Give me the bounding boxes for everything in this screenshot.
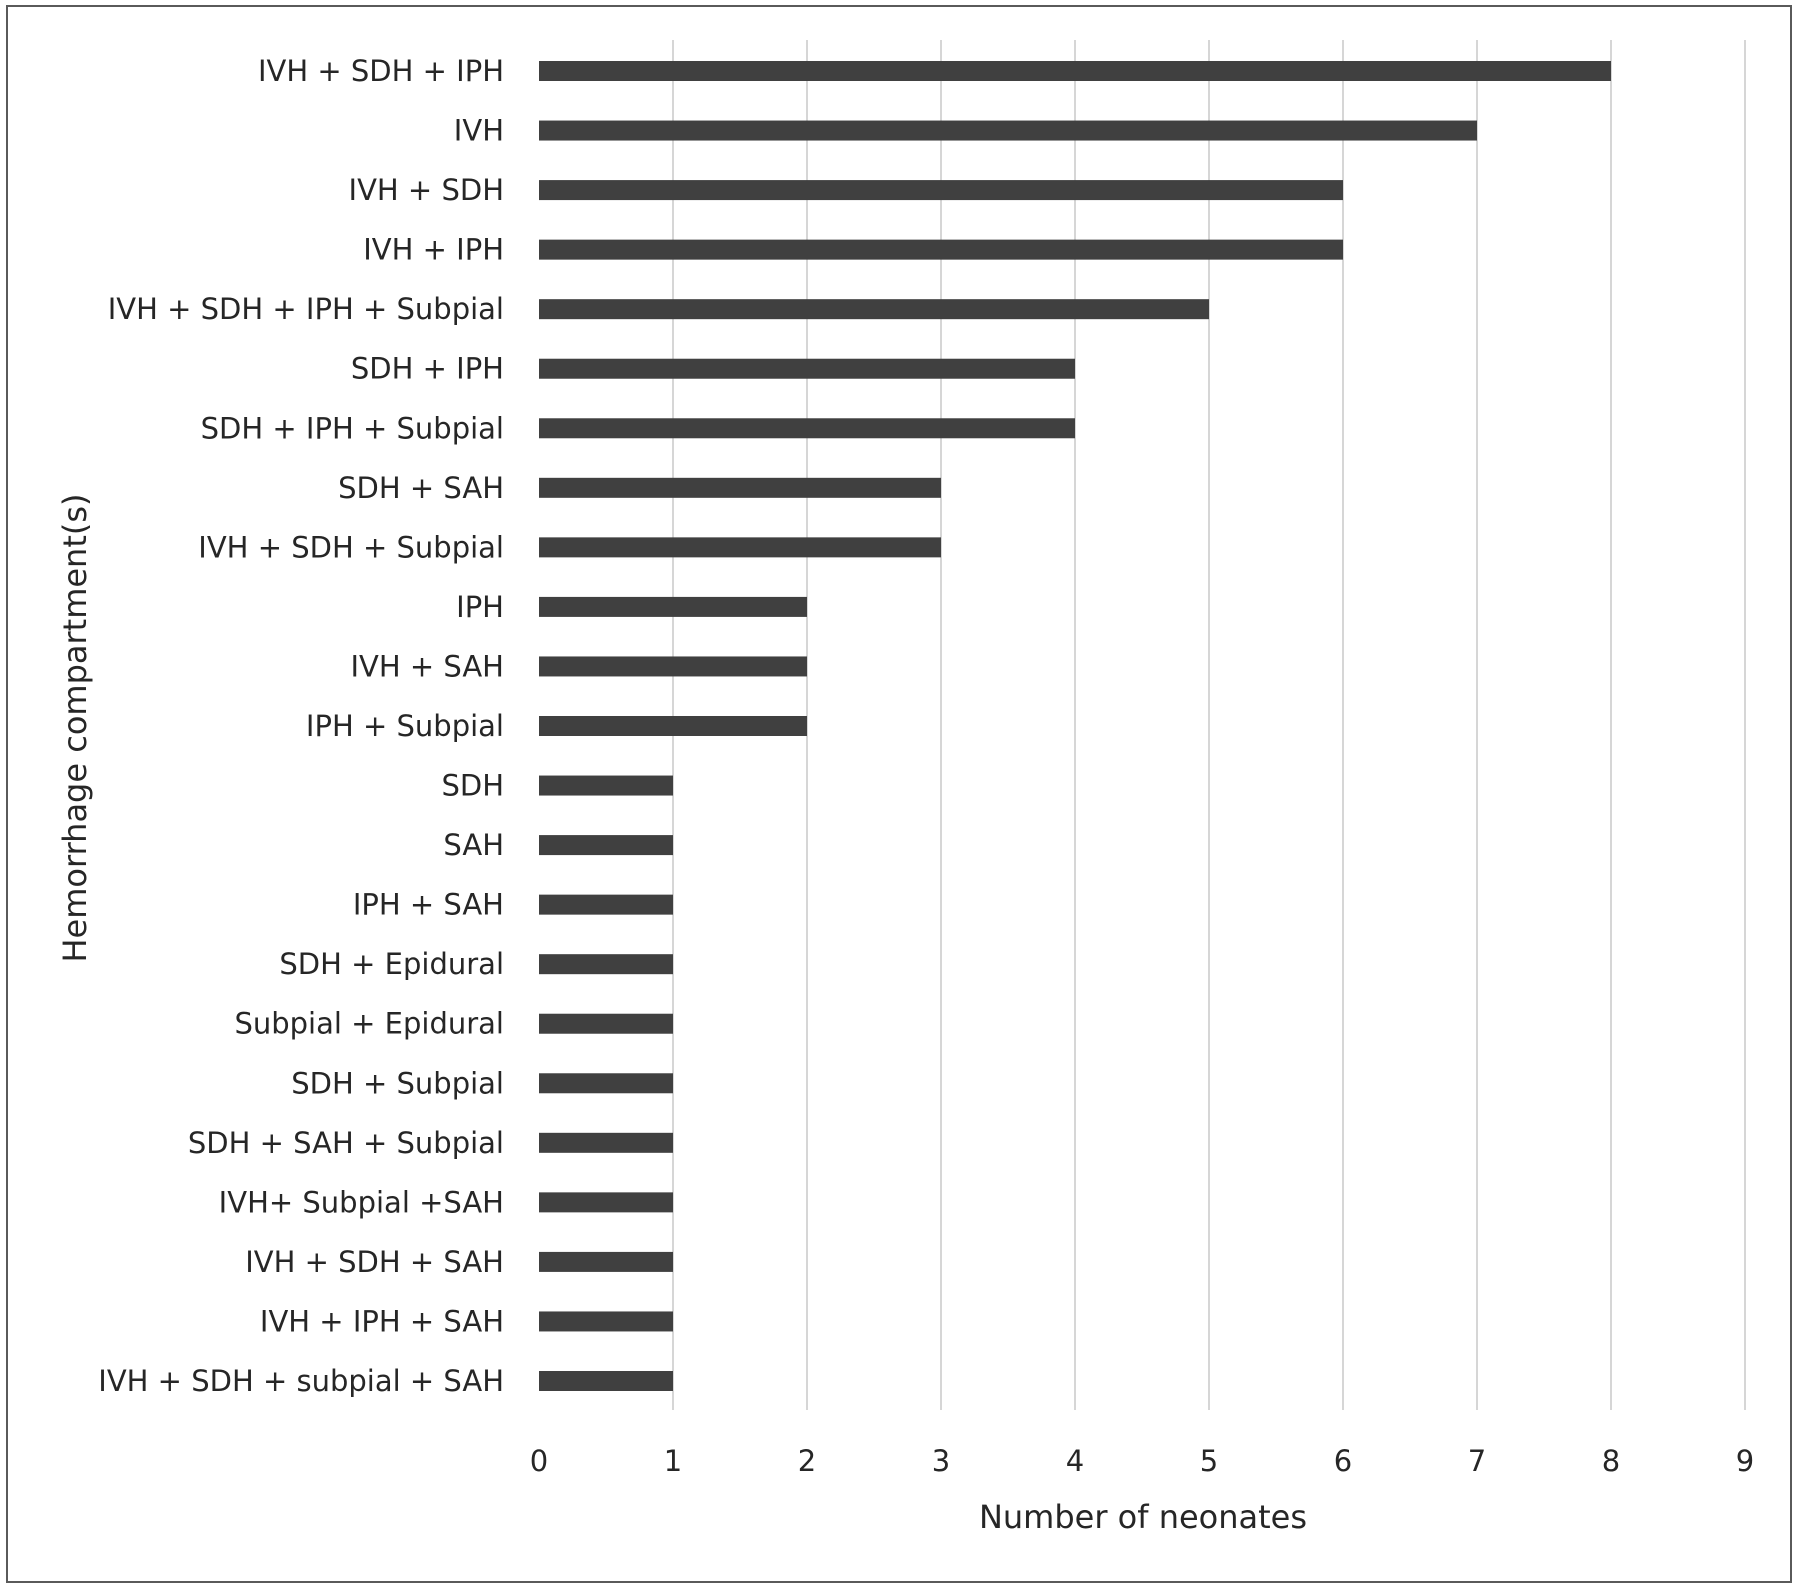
category-label: IVH — [454, 114, 504, 148]
category-label: IVH + SDH + Subpial — [198, 530, 504, 564]
x-tick-label: 1 — [664, 1444, 682, 1478]
category-label: SAH — [443, 828, 504, 862]
bar — [539, 1251, 673, 1272]
bar — [539, 299, 1209, 320]
category-label: IVH + SDH — [349, 173, 504, 207]
category-label: IVH + IPH + SAH — [260, 1304, 504, 1338]
category-label: IVH + SAH — [350, 649, 504, 683]
bar — [539, 835, 673, 856]
x-tick-label: 5 — [1200, 1444, 1218, 1478]
x-axis-title: Number of neonates — [979, 1498, 1307, 1536]
category-label: SDH + SAH — [338, 471, 504, 505]
bar — [539, 1073, 673, 1094]
gridlines — [672, 40, 1746, 1410]
bar — [539, 358, 1075, 379]
bar — [539, 537, 941, 558]
category-label: IVH + IPH — [363, 233, 504, 267]
x-tick-label: 7 — [1468, 1444, 1486, 1478]
category-label: IPH + SAH — [353, 888, 504, 922]
y-axis-title: Hemorrhage compartment(s) — [56, 493, 94, 962]
category-label: SDH + Subpial — [291, 1066, 504, 1100]
category-label: IVH + SDH + SAH — [245, 1245, 504, 1279]
category-label: IVH + SDH + IPH + Subpial — [108, 292, 504, 326]
bar — [539, 954, 673, 975]
x-tick-labels: 0 1 2 3 4 5 6 7 8 9 — [530, 1444, 1754, 1478]
chart-frame — [6, 5, 1792, 1583]
category-label: IVH + SDH + subpial + SAH — [98, 1364, 504, 1398]
x-tick-label: 4 — [1066, 1444, 1084, 1478]
category-label: IVH+ Subpial +SAH — [219, 1185, 504, 1219]
x-tick-label: 9 — [1736, 1444, 1754, 1478]
bar — [539, 1311, 673, 1332]
bar — [539, 418, 1075, 439]
bar — [539, 477, 941, 498]
x-tick-label: 0 — [530, 1444, 548, 1478]
x-tick-label: 3 — [932, 1444, 950, 1478]
bar — [539, 120, 1477, 141]
category-label: Subpial + Epidural — [234, 1007, 504, 1041]
x-tick-label: 2 — [798, 1444, 816, 1478]
bar — [539, 61, 1611, 81]
bar — [539, 180, 1343, 201]
bars — [539, 61, 1611, 1391]
bar — [539, 894, 673, 915]
bar — [539, 656, 807, 677]
category-label: IPH — [456, 590, 504, 624]
category-label: IVH + SDH + IPH — [258, 54, 504, 88]
bar — [539, 596, 807, 617]
category-label: SDH + IPH + Subpial — [201, 411, 504, 445]
bar — [539, 1013, 673, 1034]
bar — [539, 1132, 673, 1153]
category-label: SDH + Epidural — [279, 947, 504, 981]
category-label: SDH + IPH — [351, 352, 504, 386]
bar — [539, 716, 807, 736]
category-label: SDH + SAH + Subpial — [188, 1126, 504, 1160]
bar — [539, 239, 1343, 260]
category-labels: IVH + SDH + IPH IVH IVH + SDH IVH + IPH IVH … — [98, 54, 504, 1398]
x-tick-label: 6 — [1334, 1444, 1352, 1478]
bar — [539, 1192, 673, 1213]
bar — [539, 775, 673, 796]
category-label: IPH + Subpial — [306, 709, 504, 743]
x-tick-label: 8 — [1602, 1444, 1620, 1478]
category-label: SDH — [441, 769, 504, 803]
bar — [539, 1371, 673, 1391]
